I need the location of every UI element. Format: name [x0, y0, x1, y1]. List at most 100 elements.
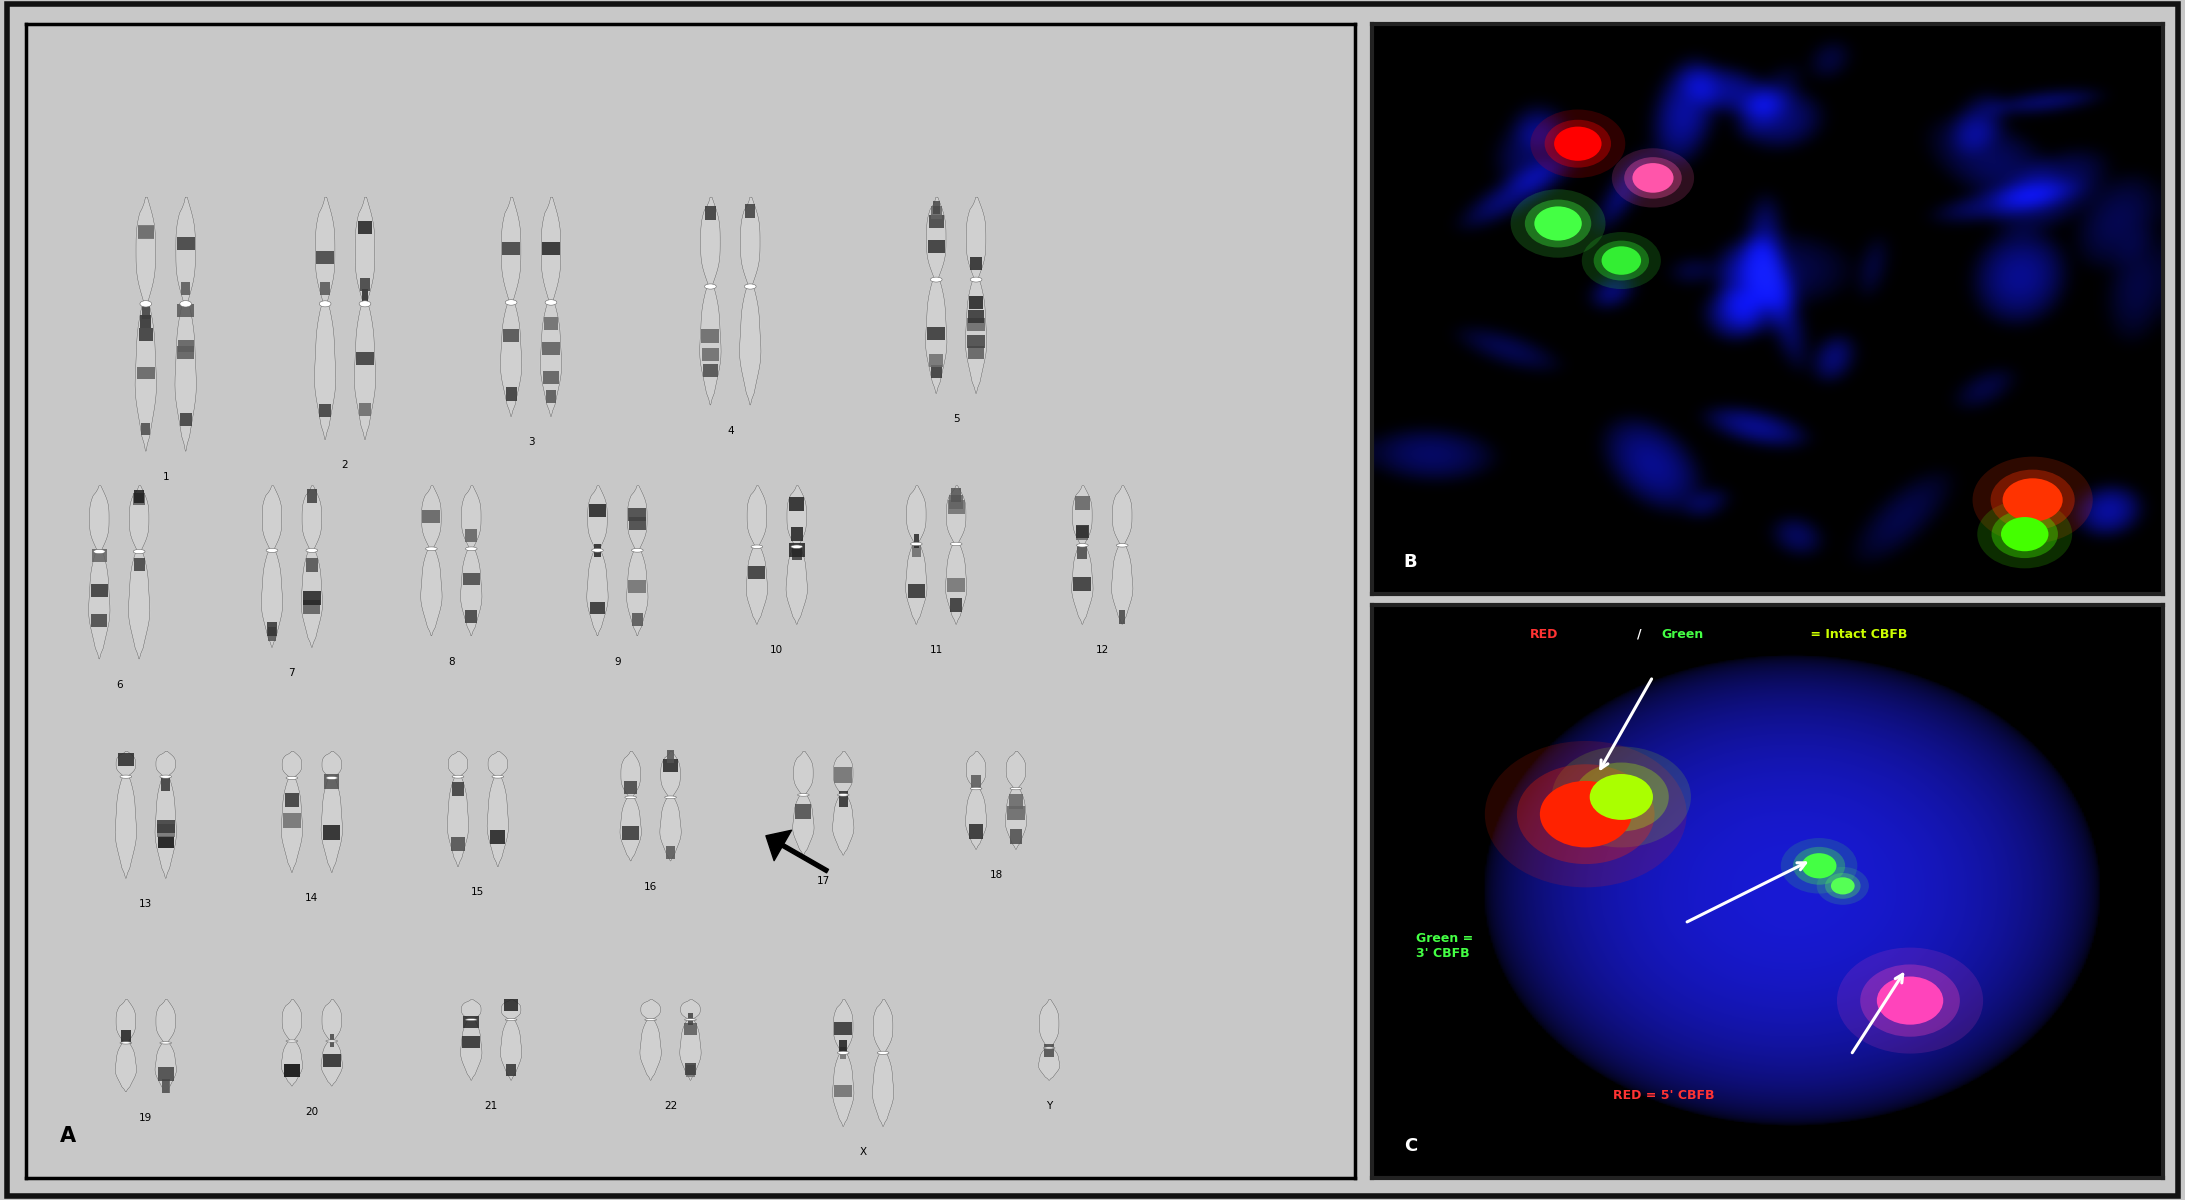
- Bar: [791, 546, 802, 560]
- Bar: [968, 310, 985, 323]
- Bar: [929, 354, 944, 367]
- Polygon shape: [155, 751, 175, 776]
- Polygon shape: [1005, 751, 1025, 788]
- Ellipse shape: [970, 787, 981, 790]
- Text: 7: 7: [288, 668, 295, 678]
- Bar: [841, 1046, 846, 1060]
- Polygon shape: [832, 1052, 854, 1127]
- Circle shape: [1516, 764, 1654, 864]
- Bar: [284, 1064, 299, 1076]
- Bar: [92, 548, 107, 562]
- Polygon shape: [542, 197, 562, 302]
- Bar: [463, 1016, 479, 1028]
- Text: X: X: [859, 1147, 867, 1157]
- Polygon shape: [832, 751, 852, 794]
- Bar: [594, 545, 601, 557]
- Bar: [177, 238, 194, 250]
- Bar: [968, 346, 983, 359]
- Bar: [590, 504, 605, 516]
- Text: 3: 3: [529, 437, 535, 448]
- Ellipse shape: [452, 775, 463, 778]
- Bar: [465, 529, 476, 542]
- Bar: [304, 600, 321, 614]
- Ellipse shape: [306, 548, 317, 552]
- Bar: [162, 1080, 170, 1093]
- Circle shape: [1991, 510, 2058, 558]
- Polygon shape: [1071, 545, 1092, 624]
- Bar: [267, 623, 277, 636]
- Bar: [948, 500, 964, 514]
- Polygon shape: [793, 794, 815, 856]
- Bar: [356, 352, 374, 365]
- Polygon shape: [461, 1000, 481, 1020]
- Text: RED: RED: [1530, 628, 1558, 641]
- Text: 8: 8: [448, 656, 454, 667]
- Ellipse shape: [798, 793, 808, 797]
- Polygon shape: [741, 197, 760, 287]
- Bar: [133, 491, 144, 503]
- Polygon shape: [302, 486, 321, 551]
- Bar: [911, 544, 920, 557]
- Bar: [90, 584, 107, 598]
- Polygon shape: [946, 486, 966, 544]
- Ellipse shape: [950, 542, 961, 546]
- Bar: [361, 278, 371, 292]
- Text: 21: 21: [485, 1102, 498, 1111]
- Bar: [503, 242, 520, 256]
- Bar: [157, 835, 173, 848]
- Polygon shape: [682, 1000, 699, 1020]
- Bar: [789, 544, 804, 557]
- Bar: [948, 578, 966, 593]
- Ellipse shape: [286, 776, 297, 780]
- Bar: [835, 1085, 852, 1098]
- Bar: [284, 1064, 299, 1078]
- Polygon shape: [787, 486, 806, 547]
- Bar: [542, 342, 559, 355]
- Ellipse shape: [592, 548, 603, 552]
- Bar: [177, 340, 194, 353]
- Polygon shape: [1112, 545, 1132, 624]
- Bar: [162, 778, 170, 791]
- Bar: [179, 413, 192, 426]
- Ellipse shape: [837, 1051, 850, 1055]
- Bar: [929, 215, 944, 228]
- Bar: [629, 517, 647, 530]
- Bar: [795, 804, 811, 820]
- Text: 17: 17: [817, 876, 830, 886]
- Circle shape: [1525, 199, 1591, 247]
- Bar: [140, 316, 151, 328]
- Polygon shape: [422, 548, 441, 636]
- Polygon shape: [116, 1000, 135, 1043]
- Bar: [1075, 496, 1090, 510]
- Text: Y: Y: [1047, 1102, 1053, 1111]
- Bar: [306, 558, 319, 572]
- Bar: [789, 497, 804, 510]
- Bar: [835, 1022, 852, 1034]
- Polygon shape: [302, 551, 323, 647]
- Ellipse shape: [492, 775, 505, 778]
- Bar: [590, 601, 605, 614]
- Ellipse shape: [625, 796, 636, 799]
- Polygon shape: [588, 486, 607, 551]
- Polygon shape: [640, 1000, 660, 1020]
- Polygon shape: [747, 486, 767, 547]
- Polygon shape: [461, 486, 481, 548]
- Bar: [157, 1068, 173, 1081]
- Text: Green =
3' CBFB: Green = 3' CBFB: [1416, 931, 1473, 960]
- Polygon shape: [448, 776, 468, 866]
- Ellipse shape: [1009, 787, 1023, 790]
- Bar: [452, 782, 463, 797]
- Polygon shape: [487, 751, 507, 776]
- Bar: [629, 580, 647, 593]
- Bar: [544, 317, 557, 330]
- Ellipse shape: [426, 547, 437, 551]
- Polygon shape: [262, 486, 282, 551]
- Bar: [306, 488, 317, 503]
- Bar: [465, 611, 476, 623]
- Bar: [970, 775, 981, 790]
- Circle shape: [1534, 206, 1582, 240]
- Ellipse shape: [791, 545, 802, 548]
- Polygon shape: [832, 794, 854, 856]
- Polygon shape: [1005, 788, 1027, 850]
- Bar: [688, 1013, 693, 1025]
